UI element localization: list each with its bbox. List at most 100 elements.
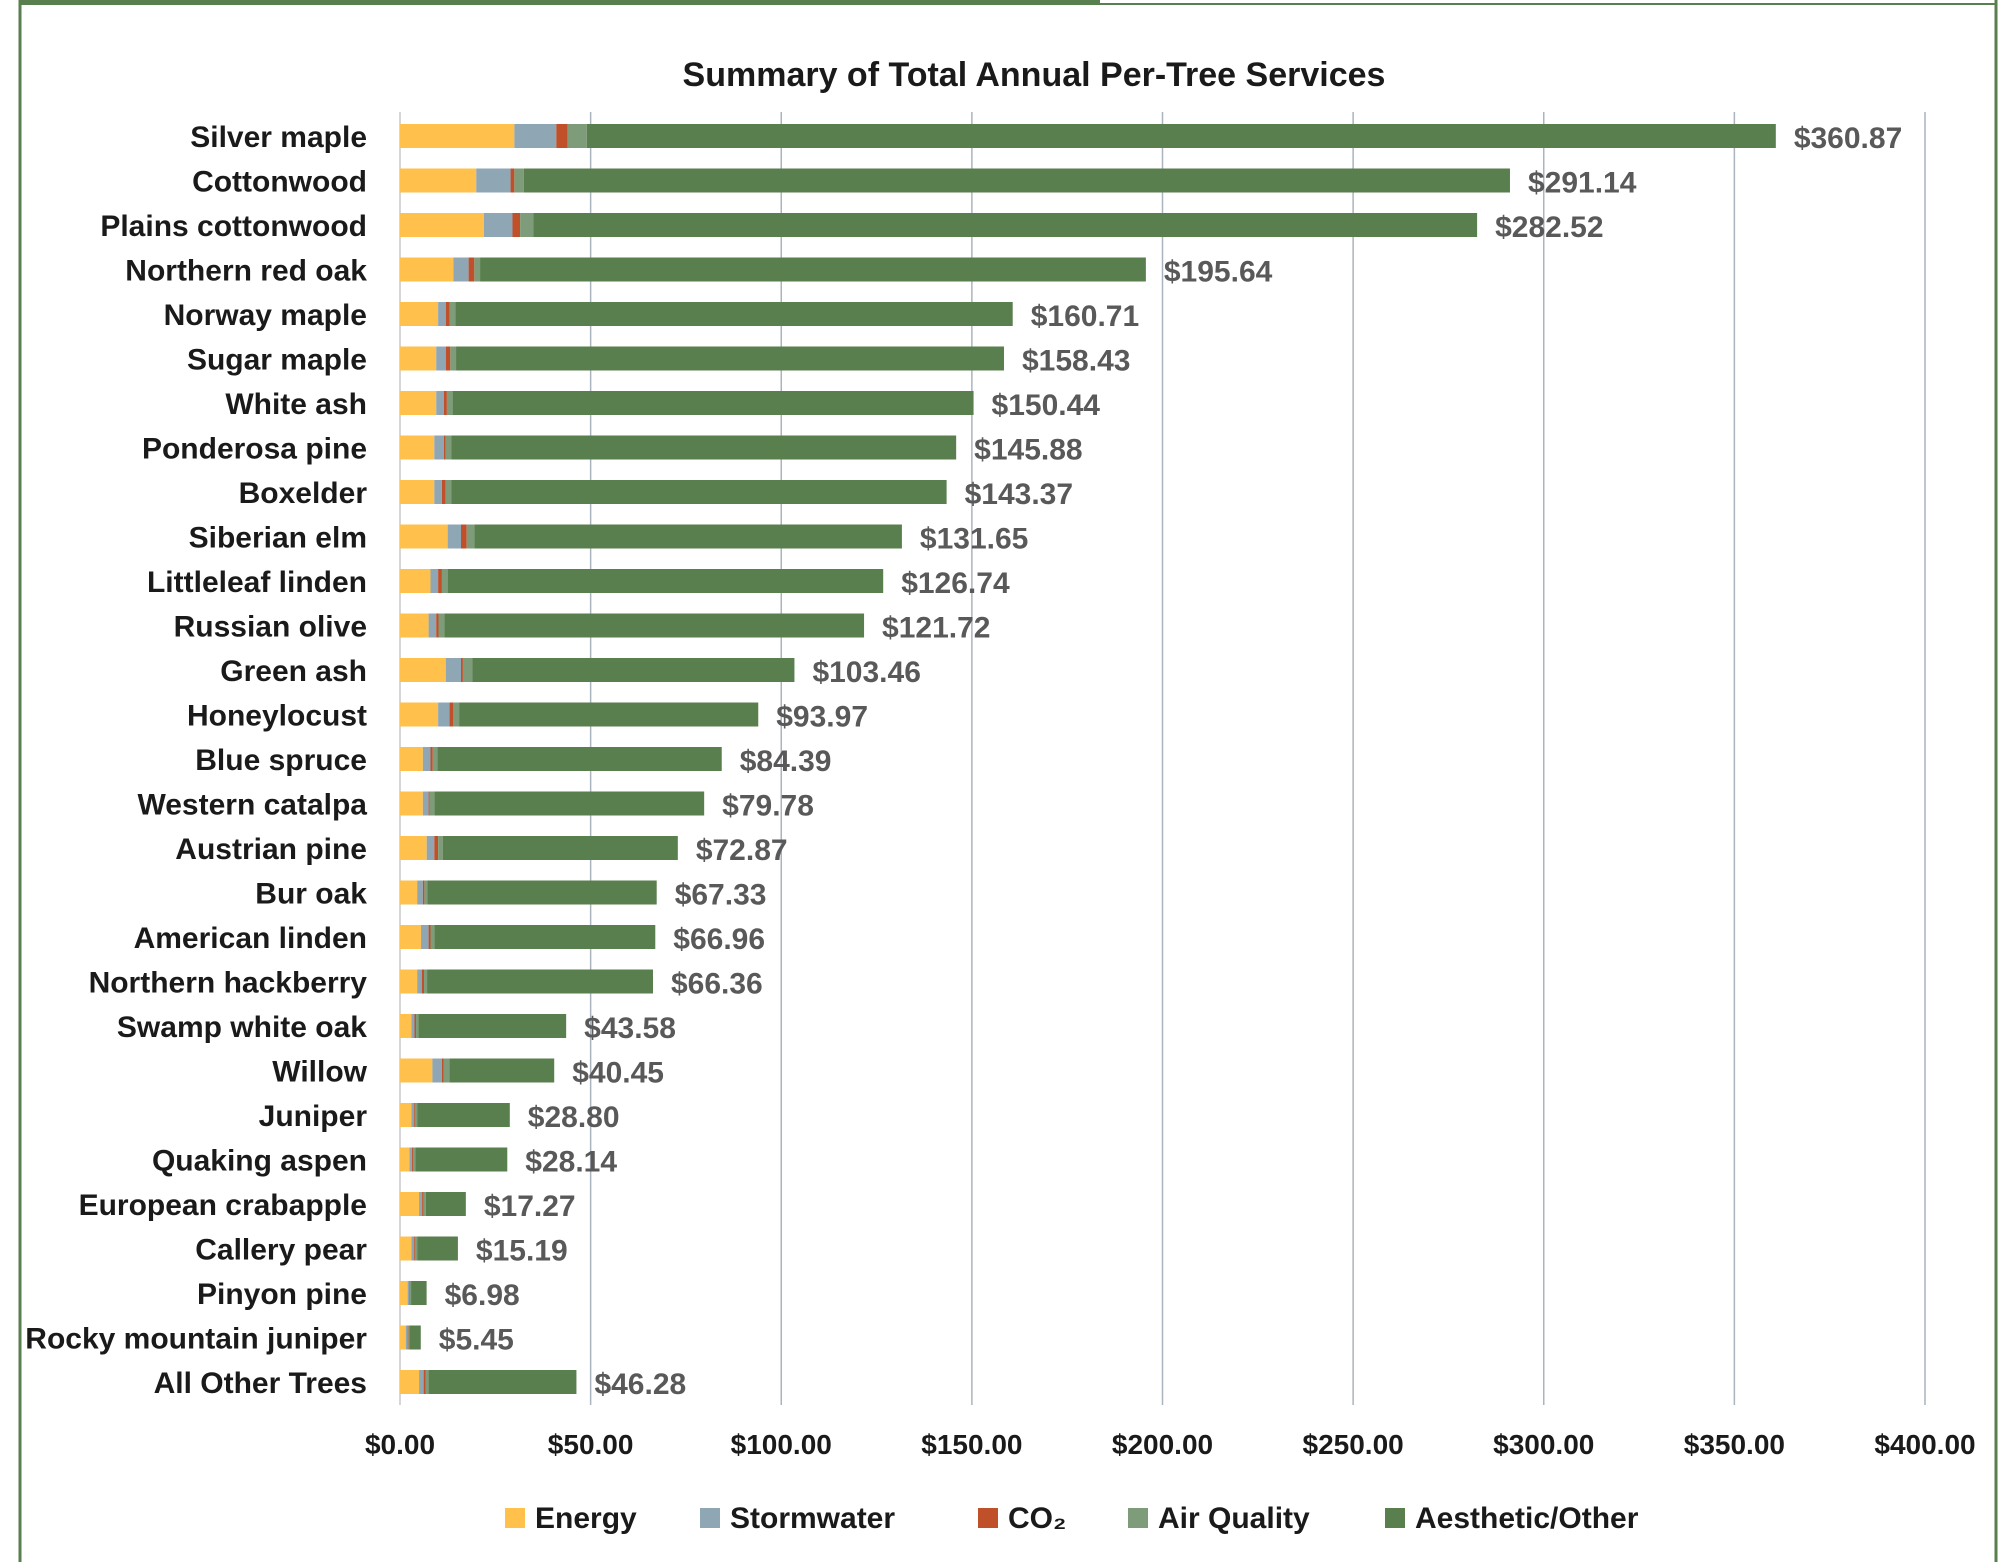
bar-segment (400, 880, 418, 905)
category-label: Blue spruce (195, 744, 367, 777)
category-label: Cottonwood (192, 166, 367, 199)
bar-segment (445, 480, 452, 504)
bar-segment (462, 658, 473, 682)
bar-segment (514, 168, 524, 193)
total-value-label: $291.14 (1528, 167, 1637, 200)
bar-segment (400, 1325, 406, 1350)
total-value-label: $93.97 (776, 701, 868, 734)
category-label: Callery pear (195, 1234, 367, 1267)
bar-segment (438, 613, 445, 638)
bar-segment (400, 1236, 412, 1261)
category-label: Honeylocust (187, 700, 367, 733)
total-value-label: $282.52 (1495, 211, 1603, 244)
chart-title: Summary of Total Annual Per-Tree Service… (683, 56, 1386, 94)
bar-segment (453, 702, 460, 727)
bar-segment (407, 1281, 410, 1305)
bar-segment (434, 836, 439, 860)
bar-segment (430, 747, 433, 771)
category-label: Western catalpa (137, 789, 367, 822)
bar-segment (411, 1236, 414, 1261)
bar-segment (425, 1370, 429, 1394)
bar-segment (416, 1014, 419, 1038)
total-value-label: $40.45 (572, 1057, 664, 1090)
legend-label: Aesthetic/Other (1415, 1502, 1639, 1535)
bar-segment (429, 791, 435, 816)
bar-segment (452, 391, 974, 415)
category-label: Sugar maple (187, 344, 367, 377)
legend-label: CO₂ (1008, 1502, 1066, 1535)
category-label: White ash (225, 388, 367, 421)
bar-segment (422, 880, 425, 905)
bar-segment (412, 1147, 416, 1172)
bar-segment (480, 257, 1146, 282)
bars (400, 124, 1776, 1394)
legend-swatch (978, 1508, 998, 1528)
x-tick-label: $300.00 (1493, 1429, 1594, 1460)
bar-segment (400, 435, 435, 460)
bar-segment (434, 925, 656, 949)
bar-segment (417, 1103, 510, 1127)
bar-segment (422, 791, 429, 816)
total-value-labels: $360.87 $291.14 $282.52 $195.64 $160.71 $158.… (439, 122, 1902, 1401)
bar-segment (428, 613, 437, 638)
total-value-label: $66.96 (673, 923, 765, 956)
bar-segment (411, 1281, 427, 1305)
bar-segment (400, 346, 437, 371)
bar-segment (417, 1236, 458, 1261)
category-label: Russian olive (174, 611, 367, 644)
bar-segment (430, 925, 435, 949)
bar-segment (400, 391, 437, 415)
legend-swatch (505, 1508, 525, 1528)
bar-segment (428, 791, 430, 816)
bar-segment (434, 435, 444, 460)
total-value-label: $145.88 (974, 434, 1082, 467)
total-value-label: $158.43 (1022, 345, 1130, 378)
category-label: Plains cottonwood (100, 210, 367, 243)
bar-segment (453, 257, 469, 282)
bar-segment (422, 747, 431, 771)
total-value-label: $84.39 (740, 745, 832, 778)
bar-segment (445, 346, 451, 371)
bar-segment (418, 1014, 567, 1038)
bar-segment (461, 524, 467, 549)
category-label: Green ash (220, 655, 367, 688)
bar-segment (427, 969, 653, 994)
x-tick-label: $350.00 (1684, 1429, 1785, 1460)
bar-segment (443, 391, 447, 415)
bar-segment (523, 168, 1510, 193)
bar-segment (428, 925, 431, 949)
x-axis-tick-labels: $0.00 $50.00 $100.00 $150.00 $200.00 $250.00 $… (365, 1429, 1976, 1460)
category-label: European crabapple (79, 1189, 367, 1222)
bar-segment (442, 836, 678, 860)
bar-segment (409, 1281, 412, 1305)
total-value-label: $46.28 (594, 1368, 686, 1401)
bar-segment (468, 257, 475, 282)
total-value-label: $103.46 (812, 656, 920, 689)
total-value-label: $195.64 (1164, 256, 1273, 289)
bar-segment (422, 1192, 424, 1216)
bar-segment (423, 1192, 426, 1216)
total-value-label: $15.19 (476, 1235, 568, 1268)
bar-segment (400, 124, 515, 148)
legend-swatch (1128, 1508, 1148, 1528)
total-value-label: $43.58 (584, 1012, 676, 1045)
bar-segment (400, 836, 427, 860)
bar-segment (438, 702, 450, 727)
category-label: Juniper (259, 1100, 368, 1133)
bar-segment (411, 1147, 413, 1172)
x-tick-label: $100.00 (731, 1429, 832, 1460)
category-label: Bur oak (255, 878, 367, 911)
bar-segment (415, 1147, 508, 1172)
bar-segment (446, 391, 453, 415)
bar-segment (400, 1281, 408, 1305)
total-value-label: $6.98 (445, 1279, 520, 1312)
bar-segment (427, 880, 657, 905)
x-tick-label: $0.00 (365, 1429, 435, 1460)
bar-segment (411, 1103, 414, 1127)
total-value-label: $79.78 (722, 790, 814, 823)
category-label: Northern red oak (125, 255, 367, 288)
category-label: Northern hackberry (89, 967, 368, 1000)
bar-segment (417, 969, 422, 994)
bar-segment (414, 1236, 418, 1261)
